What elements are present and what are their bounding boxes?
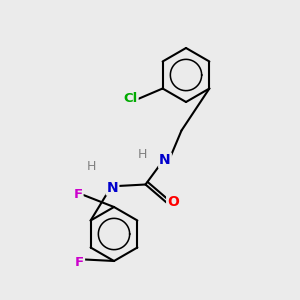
Text: N: N <box>159 154 171 167</box>
Text: F: F <box>75 256 84 269</box>
Text: F: F <box>74 188 82 202</box>
Text: H: H <box>138 148 147 161</box>
Text: N: N <box>107 181 118 194</box>
Text: Cl: Cl <box>123 92 138 106</box>
Text: H: H <box>87 160 96 173</box>
Text: O: O <box>167 196 179 209</box>
